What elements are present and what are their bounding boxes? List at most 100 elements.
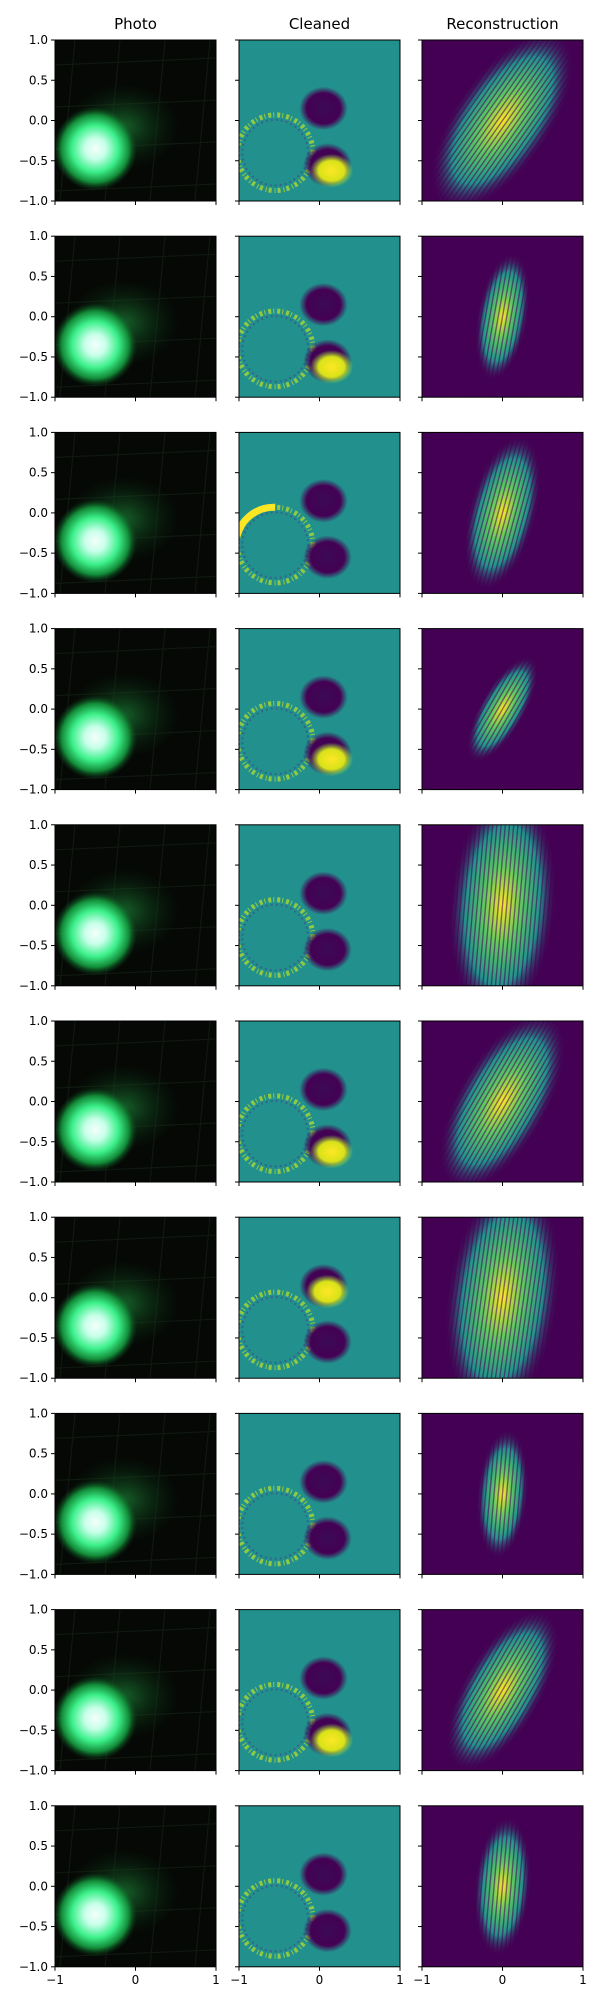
panel-r3-cleaned — [235, 431, 401, 598]
reconstruction-fringe — [461, 1217, 519, 1379]
photo-grid-line — [55, 183, 216, 192]
panel-r1-photo: 1.0 0.5 0.0 −0.5 −1.0 — [19, 33, 217, 208]
reconstruction-fringe — [517, 824, 555, 986]
reconstruction-fringe — [422, 40, 539, 201]
reconstruction-fringe — [438, 1805, 475, 1967]
reconstruction-fringe — [434, 628, 583, 790]
reconstruction-fringe — [422, 432, 482, 594]
reconstruction-fringe — [530, 824, 567, 986]
cleaned-dark-blob — [299, 1852, 348, 1896]
photo-bright-spot — [55, 695, 138, 780]
reconstruction-fringe — [488, 1805, 525, 1967]
reconstruction-fringe — [429, 236, 501, 398]
reconstruction-fringe — [471, 236, 543, 398]
photo-grid-line — [55, 772, 216, 781]
reconstruction-fringe — [422, 1609, 583, 1771]
photo-bright-spot — [55, 106, 138, 191]
y-tick-label: 0.0 — [29, 114, 48, 128]
reconstruction-fringe — [502, 432, 583, 594]
reconstruction-fringe — [422, 1217, 461, 1379]
y-tick-label: 0.0 — [29, 898, 48, 912]
photo-grid-line — [55, 57, 216, 66]
reconstruction-fringe — [494, 432, 583, 594]
y-tick-label: 1.0 — [29, 425, 48, 439]
reconstruction-fringe — [516, 236, 583, 398]
reconstruction-fringe — [442, 40, 583, 201]
reconstruction-fringe — [423, 1021, 583, 1182]
reconstruction-fringe — [501, 1805, 538, 1967]
x-tick-label: −1 — [413, 1973, 431, 1987]
reconstruction-fringe — [465, 1217, 523, 1379]
reconstruction-fringe — [542, 1805, 580, 1967]
panel-image — [55, 824, 216, 986]
reconstruction-fringe — [422, 1413, 442, 1575]
reconstruction-fringe — [422, 1021, 578, 1182]
reconstruction-fringe — [445, 1021, 583, 1182]
reconstruction-fringe — [427, 628, 583, 790]
reconstruction-fringe — [422, 628, 542, 790]
photo-grid-line — [194, 236, 211, 398]
reconstruction-fringe — [422, 628, 549, 790]
reconstruction-fringe — [452, 628, 583, 790]
panel-r10-reconstruction: −1 0 1 — [413, 1805, 587, 1987]
reconstruction-fringe — [446, 432, 551, 594]
reconstruction-fringe — [422, 628, 571, 790]
reconstruction-fringe — [422, 40, 583, 201]
y-tick-label: 0.0 — [29, 1683, 48, 1697]
reconstruction-fringe — [467, 628, 583, 790]
reconstruction-fringe — [463, 1805, 500, 1967]
reconstruction-fringe — [445, 1609, 583, 1771]
reconstruction-fringe — [527, 432, 583, 594]
cleaned-dark-blob — [303, 535, 352, 579]
reconstruction-fringe — [422, 628, 531, 790]
panel-r8-cleaned — [235, 1412, 401, 1579]
reconstruction-fringe — [433, 236, 505, 398]
reconstruction-fringe — [422, 1609, 542, 1771]
reconstruction-fringe — [422, 432, 507, 594]
reconstruction-fringe — [422, 1021, 583, 1182]
y-tick-label: 1.0 — [29, 1210, 48, 1224]
reconstruction-fringe — [422, 40, 546, 201]
photo-grid-line — [55, 1164, 216, 1173]
reconstruction-fringe — [526, 824, 563, 986]
panel-image — [55, 1021, 216, 1182]
panel-image — [239, 1217, 400, 1379]
y-tick-label: 0.0 — [29, 702, 48, 716]
panel-image — [239, 628, 400, 790]
photo-bright-spot — [55, 1087, 138, 1172]
reconstruction-fringe — [422, 1021, 545, 1182]
reconstruction-fringe — [425, 40, 583, 201]
y-tick-label: −0.5 — [19, 1331, 48, 1345]
reconstruction-fringe — [454, 432, 559, 594]
photo-grid-line — [55, 1949, 216, 1958]
reconstruction-fringe — [559, 1413, 583, 1575]
reconstruction-fringe — [422, 1609, 583, 1771]
y-tick-label: 0.0 — [29, 1095, 48, 1109]
reconstruction-fringe — [476, 1413, 513, 1575]
photo-grid-line — [55, 575, 216, 584]
reconstruction-fringe — [542, 1413, 580, 1575]
reconstruction-fringe — [456, 1021, 583, 1182]
x-tick-label: −1 — [230, 1973, 248, 1987]
reconstruction-fringe — [532, 1217, 583, 1379]
reconstruction-fringe — [449, 628, 583, 790]
reconstruction-fringe — [422, 40, 583, 201]
reconstruction-fringe — [590, 715, 600, 1113]
cleaned-dark-blob — [299, 675, 348, 719]
reconstruction-fringe — [509, 824, 546, 986]
reconstruction-fringe — [442, 236, 514, 398]
reconstruction-fringe — [580, 1413, 583, 1575]
reconstruction-fringe — [517, 1413, 555, 1575]
y-tick-label: −1.0 — [19, 979, 48, 993]
panel-image — [239, 824, 400, 986]
y-tick-label: −0.5 — [19, 1920, 48, 1934]
reconstruction-fringe — [422, 236, 468, 398]
y-tick-label: 0.0 — [29, 506, 48, 520]
reconstruction-fringe — [509, 1413, 546, 1575]
reconstruction-fringe — [422, 1021, 538, 1182]
reconstruction-fringe — [526, 1413, 563, 1575]
reconstruction-fringe — [463, 1413, 500, 1575]
reconstruction-fringe — [537, 236, 583, 398]
cleaned-dark-blob — [299, 871, 348, 915]
photo-grid-line — [55, 968, 216, 977]
